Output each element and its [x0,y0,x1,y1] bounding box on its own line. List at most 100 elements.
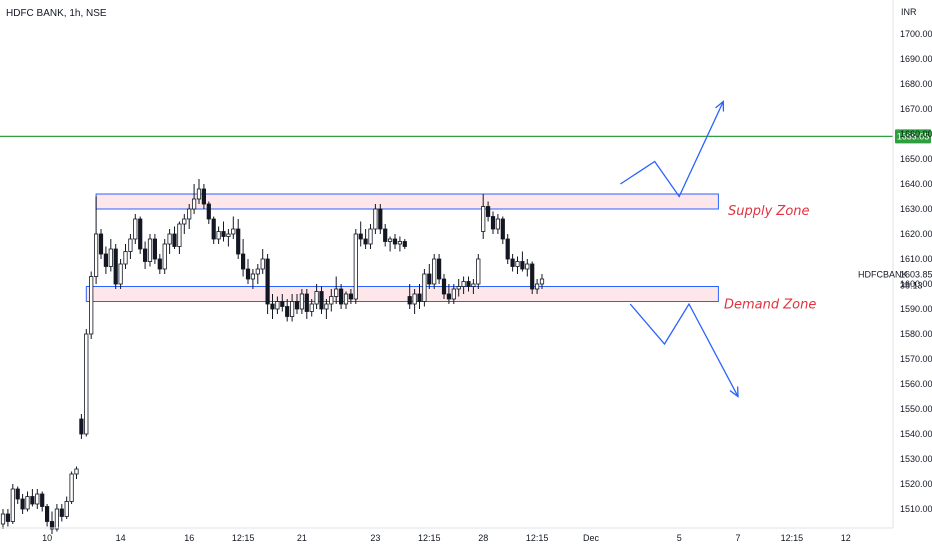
candle-body [309,303,314,312]
candle-body [84,333,89,435]
candle-body [123,251,128,265]
candle-body [142,248,148,262]
candle-body [74,468,79,475]
candle-body [138,218,143,250]
candle-body [113,248,118,285]
candle-body [236,228,241,255]
candle-body [20,498,25,510]
candle-body [319,291,324,310]
x-tick-label: 14 [116,533,126,543]
candle-body [471,283,476,287]
candle-body [407,296,412,305]
x-tick-label: 12:15 [781,533,804,543]
candle-body [275,301,280,310]
candle-body [172,233,177,247]
x-tick-label: 10 [42,533,52,543]
candle-body [432,258,437,285]
candle-body [446,293,452,300]
y-tick-label: 1650.00 [900,154,932,164]
candle-body [187,208,192,220]
candle-body [49,521,55,530]
x-tick-label: 28 [478,533,488,543]
candle-body [250,273,255,280]
candle-body [54,508,60,530]
candle-body [539,278,545,285]
candle-body [152,238,157,260]
candle-body [64,501,69,517]
candle-body [373,208,378,230]
candle-body [255,268,260,275]
candle-body [94,233,99,277]
candle-body [397,241,403,245]
y-tick-label: 1530.00 [900,454,932,464]
ticker-label: HDFCBANK [858,269,908,279]
y-tick-label: 1620.00 [900,229,932,239]
projection-arrows-layer [620,100,739,398]
x-tick-label: 7 [735,533,740,543]
candle-body [334,288,339,297]
candle-body [15,488,20,500]
y-tick-label: 1550.00 [900,404,932,414]
candle-body [226,233,231,237]
y-tick-label: 1630.00 [900,204,932,214]
candle-body [285,306,290,317]
candle-body [98,233,104,255]
candle-body [147,238,153,262]
candle-body [387,238,393,242]
candle-body [299,293,305,310]
candle-body [30,496,35,505]
x-tick-label: 16 [184,533,194,543]
candle-body [412,293,417,305]
zone-labels-layer: Supply Zone Demand Zone [724,204,816,313]
y-tick-label: 1690.00 [900,54,932,64]
candle-body [329,296,334,305]
candle-body [211,218,216,240]
y-tick-label: 1660.00 [900,129,932,139]
y-tick-label: 1570.00 [900,354,932,364]
candle-body [289,301,295,317]
y-tick-label: 1700.00 [900,29,932,39]
candle-body [481,206,486,232]
candle-body [157,258,162,270]
last-price-label: 1603.85 [900,269,932,279]
candle-body [485,206,491,217]
x-tick-label: 12 [841,533,851,543]
projection-up-arrow-head [715,100,725,112]
projection-up-arrow [620,101,724,198]
candle-body [383,228,388,242]
projection-down-arrow [629,302,739,397]
candle-body [79,418,84,435]
y-tick-label: 1510.00 [900,504,932,514]
y-axis: 1510.00 1520.00 1530.00 1540.00 1550.00 1560.… [858,0,932,528]
candle-body [182,218,187,225]
candle-body [89,276,94,335]
candle-body [240,253,246,270]
candle-body [490,216,496,230]
candle-body [103,253,108,267]
candle-body [245,268,251,280]
x-tick-label: 5 [677,533,682,543]
candle-body [314,291,319,305]
candle-body [35,493,40,505]
y-tick-label: 1590.00 [900,304,932,314]
supply-zone-label: Supply Zone [728,204,810,219]
x-axis: 10 14 16 12:15 21 23 12:15 28 12:15 Dec 5 7 12:15 12 [0,527,893,543]
symbol-title: HDFC BANK, 1h, NSE [6,8,107,19]
countdown-label: 38:13 [900,280,923,290]
price-line-badge-text: 1659.05 [897,131,930,141]
candle-body [461,281,466,287]
candle-body [167,233,172,245]
candle-body [177,223,182,247]
x-tick-label: Dec [583,533,600,543]
candle-body [108,248,113,267]
y-tick-label: 1520.00 [900,479,932,489]
candle-body [525,263,530,270]
candle-body [505,238,510,260]
candle-body [436,258,442,280]
x-tick-label: 12:15 [526,533,549,543]
candle-body [422,273,427,302]
zones-layer [85,193,719,302]
candle-body [69,473,74,502]
candle-body [133,218,138,240]
